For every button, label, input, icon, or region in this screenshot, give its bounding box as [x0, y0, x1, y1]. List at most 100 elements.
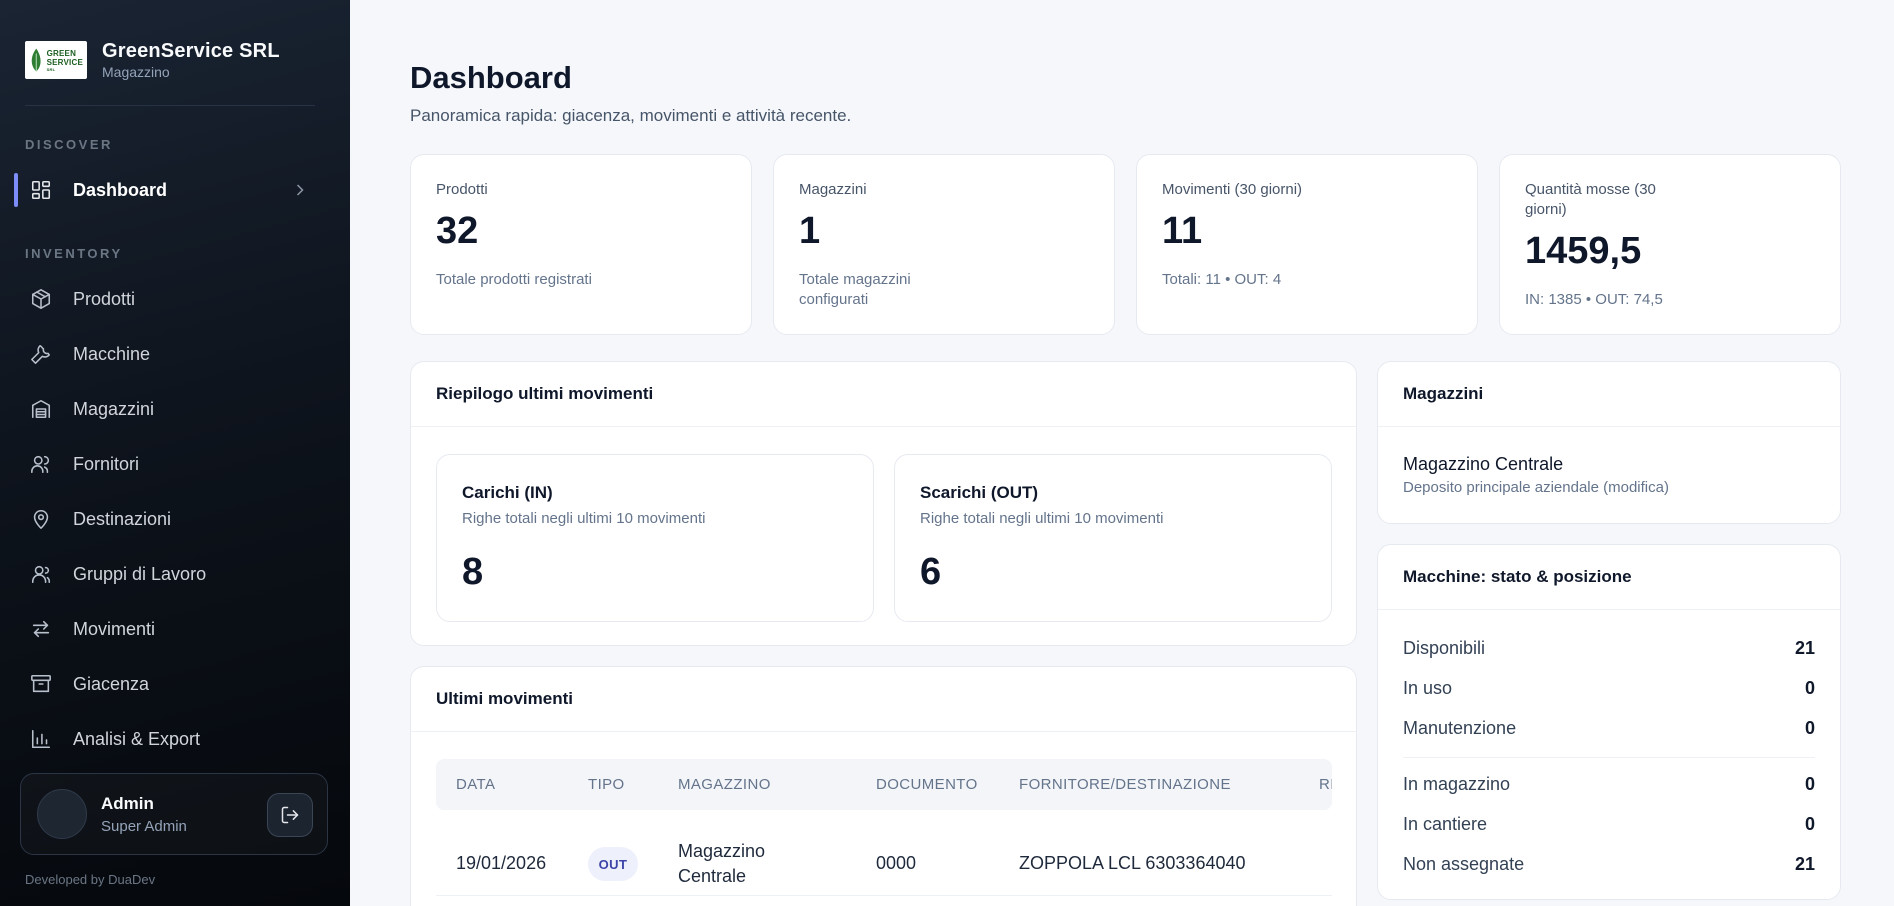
- column-header-documento[interactable]: DOCUMENTO: [876, 776, 978, 793]
- user-name: Admin: [101, 794, 154, 813]
- stat-label: Quantità mosse (30 giorni): [1525, 180, 1656, 220]
- sidebar-item-label: Dashboard: [73, 179, 168, 200]
- table-header: DATA TIPO MAGAZZINO DOCUMENTO FORNITORE/…: [436, 759, 1332, 810]
- warehouse-icon: [30, 398, 52, 420]
- stat-label: Prodotti: [436, 181, 488, 198]
- sidebar-item-label: Giacenza: [73, 673, 150, 694]
- summary-title: Riepilogo ultimi movimenti: [411, 362, 1356, 427]
- user-role: Super Admin: [101, 818, 187, 835]
- sidebar: GREEN SERVICE SRL GreenService SRL Magaz…: [0, 0, 350, 906]
- sidebar-item-label: Movimenti: [73, 618, 156, 639]
- summary-out-card: Scarichi (OUT) Righe totali negli ultimi…: [894, 454, 1332, 622]
- sidebar-item-macchine[interactable]: Macchine: [14, 334, 324, 374]
- brand-subtitle: Magazzino: [102, 64, 170, 80]
- cell-data: 19/01/2026: [456, 853, 547, 873]
- chevron-right-icon: [290, 180, 310, 200]
- stat-label: Movimenti (30 giorni): [1162, 181, 1303, 198]
- column-header-tipo[interactable]: TIPO: [588, 776, 625, 793]
- machine-position-row: In magazzino 0: [1403, 774, 1815, 798]
- section-label-inventory: INVENTORY: [25, 246, 123, 261]
- users-icon: [30, 453, 52, 475]
- logout-button[interactable]: [267, 793, 313, 837]
- machine-position-label: In cantiere: [1403, 814, 1488, 834]
- stat-value: 1459,5: [1525, 230, 1642, 272]
- machines-title: Macchine: stato & posizione: [1378, 545, 1840, 610]
- box-icon: [30, 288, 52, 310]
- page-title: Dashboard: [410, 60, 572, 95]
- machine-status-row: Disponibili 21: [1403, 638, 1815, 662]
- machine-position-label: Non assegnate: [1403, 854, 1525, 874]
- type-badge-out: OUT: [588, 847, 638, 881]
- warehouses-title: Magazzini: [1378, 362, 1840, 427]
- column-header-ri[interactable]: RI: [1319, 776, 1332, 793]
- archive-icon: [30, 673, 52, 695]
- row-divider: [436, 895, 1332, 896]
- cell-magazzino-line: Centrale: [678, 866, 747, 886]
- stat-card-quantita: Quantità mosse (30 giorni) 1459,5 IN: 13…: [1499, 154, 1841, 335]
- machine-position-row: In cantiere 0: [1403, 814, 1815, 838]
- stat-foot: Totale magazzini configurati: [799, 270, 911, 310]
- brand-logo: GREEN SERVICE SRL: [25, 41, 87, 79]
- warehouse-name: Magazzino Centrale: [1403, 454, 1564, 474]
- cell-documento: 0000: [876, 853, 917, 873]
- sidebar-item-destinazioni[interactable]: Destinazioni: [14, 499, 324, 539]
- machine-position-value: 0: [1804, 774, 1815, 794]
- warehouses-card: Magazzini Magazzino Centrale Deposito pr…: [1377, 361, 1841, 524]
- user-group-icon: [30, 563, 52, 585]
- leaf-icon: [31, 48, 41, 72]
- stat-foot-line: Totale magazzini: [799, 271, 911, 288]
- summary-out-value: 6: [920, 551, 942, 593]
- arrows-exchange-icon: [30, 618, 52, 640]
- summary-in-title: Carichi (IN): [462, 483, 553, 502]
- warehouse-desc: Deposito principale aziendale (modifica): [1403, 479, 1669, 496]
- sidebar-item-fornitori[interactable]: Fornitori: [14, 444, 324, 484]
- machine-position-value: 21: [1794, 854, 1815, 874]
- stat-value: 1: [799, 210, 821, 252]
- stat-card-movimenti: Movimenti (30 giorni) 11 Totali: 11 • OU…: [1136, 154, 1478, 335]
- summary-in-value: 8: [462, 551, 484, 593]
- machine-status-label: In uso: [1403, 678, 1453, 698]
- machines-divider: [1403, 757, 1815, 758]
- sidebar-item-magazzini[interactable]: Magazzini: [14, 389, 324, 429]
- brand-name: GreenService SRL: [102, 40, 280, 62]
- sidebar-item-movimenti[interactable]: Movimenti: [14, 609, 324, 649]
- stat-foot: IN: 1385 • OUT: 74,5: [1525, 291, 1663, 308]
- column-header-data[interactable]: DATA: [456, 776, 496, 793]
- summary-card: Riepilogo ultimi movimenti Carichi (IN) …: [410, 361, 1357, 646]
- sidebar-item-dashboard[interactable]: Dashboard: [14, 170, 324, 210]
- developer-credit: Developed by DuaDev: [25, 872, 156, 887]
- map-pin-icon: [30, 508, 52, 530]
- section-label-discover: DISCOVER: [25, 137, 113, 152]
- recent-movements-title: Ultimi movimenti: [411, 667, 1356, 732]
- brand[interactable]: GREEN SERVICE SRL GreenService SRL Magaz…: [25, 40, 280, 80]
- user-card[interactable]: Admin Super Admin: [20, 773, 328, 855]
- sidebar-item-giacenza[interactable]: Giacenza: [14, 664, 324, 704]
- machine-position-value: 0: [1804, 814, 1815, 834]
- stat-foot-line: configurati: [799, 291, 869, 308]
- logout-icon: [281, 806, 299, 824]
- machine-position-label: In magazzino: [1403, 774, 1511, 794]
- logo-text-srl: SRL: [46, 66, 56, 72]
- cell-fornitore: ZOPPOLA LCL 6303364040: [1019, 853, 1246, 873]
- summary-in-desc: Righe totali negli ultimi 10 movimenti: [462, 510, 706, 527]
- dashboard-grid-icon: [30, 179, 52, 201]
- sidebar-item-gruppi-di-lavoro[interactable]: Gruppi di Lavoro: [14, 554, 324, 594]
- machine-status-row: Manutenzione 0: [1403, 718, 1815, 742]
- machine-status-value: 0: [1804, 718, 1815, 738]
- cell-magazzino: Magazzino Centrale: [678, 839, 765, 889]
- machine-status-value: 0: [1804, 678, 1815, 698]
- wrench-icon: [30, 343, 52, 365]
- sidebar-item-label: Gruppi di Lavoro: [73, 563, 207, 584]
- stat-value: 11: [1162, 210, 1203, 252]
- movements-table: DATA TIPO MAGAZZINO DOCUMENTO FORNITORE/…: [436, 759, 1332, 899]
- column-header-fornitore[interactable]: FORNITORE/DESTINAZIONE: [1019, 776, 1231, 793]
- stat-card-magazzini: Magazzini 1 Totale magazzini configurati: [773, 154, 1115, 335]
- avatar: [37, 789, 87, 839]
- column-header-magazzino[interactable]: MAGAZZINO: [678, 776, 771, 793]
- sidebar-divider: [25, 105, 315, 106]
- summary-in-card: Carichi (IN) Righe totali negli ultimi 1…: [436, 454, 874, 622]
- stat-foot: Totali: 11 • OUT: 4: [1162, 271, 1282, 288]
- page-subtitle: Panoramica rapida: giacenza, movimenti e…: [410, 106, 852, 125]
- sidebar-item-analisi-export[interactable]: Analisi & Export: [14, 719, 324, 759]
- sidebar-item-prodotti[interactable]: Prodotti: [14, 279, 324, 319]
